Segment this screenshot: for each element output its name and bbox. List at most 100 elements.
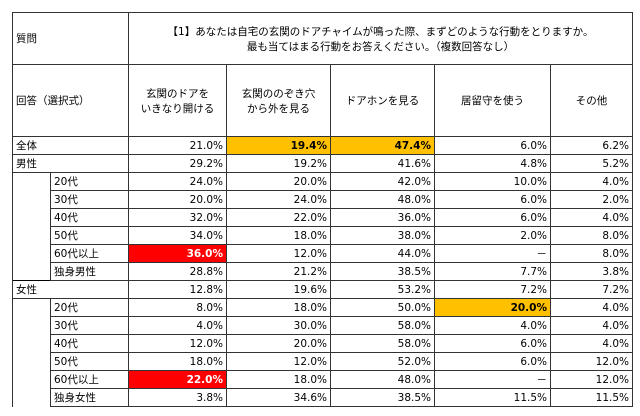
value-cell: 19.2% (226, 154, 331, 173)
value-cell: 20.0% (226, 334, 331, 353)
value-cell: 24.0% (128, 172, 227, 191)
column-header: その他 (550, 64, 633, 137)
value-cell: 8.0% (550, 244, 633, 263)
value-cell: 11.5% (550, 388, 633, 407)
value-cell: 47.4% (330, 136, 435, 155)
row-label: 30代 (50, 190, 129, 209)
row-label: 30代 (50, 316, 129, 335)
indent-cell (12, 190, 51, 209)
column-header: 玄関のドアを いきなり開ける (128, 64, 227, 137)
value-cell: 6.2% (550, 136, 633, 155)
value-cell: 12.0% (226, 352, 331, 371)
value-cell: 4.0% (550, 208, 633, 227)
row-label: 60代以上 (50, 244, 129, 263)
data-row: 60代以上 22.0% 18.0% 48.0% － 12.0% (12, 370, 633, 389)
data-row: 独身女性 3.8% 34.6% 38.5% 11.5% 11.5% (12, 388, 633, 407)
value-cell: 12.0% (226, 244, 331, 263)
value-cell: 7.2% (434, 280, 551, 299)
data-row: 30代 4.0% 30.0% 58.0% 4.0% 4.0% (12, 316, 633, 335)
row-label: 50代 (50, 226, 129, 245)
value-cell: 11.5% (434, 388, 551, 407)
data-row: 40代 12.0% 20.0% 58.0% 6.0% 4.0% (12, 334, 633, 353)
value-cell: 32.0% (128, 208, 227, 227)
value-cell: 18.0% (226, 298, 331, 317)
indent-cell (12, 298, 51, 317)
value-cell: 21.0% (128, 136, 227, 155)
question-text: 【1】あなたは自宅の玄関のドアチャイムが鳴った際、まずどのような行動をとりますか… (128, 12, 633, 65)
value-cell: 4.0% (550, 172, 633, 191)
value-cell: 2.0% (434, 226, 551, 245)
value-cell: 24.0% (226, 190, 331, 209)
value-cell: 3.8% (550, 262, 633, 281)
value-cell: 6.0% (434, 334, 551, 353)
column-header: 玄関ののぞき穴 から外を見る (226, 64, 331, 137)
value-cell: 8.0% (128, 298, 227, 317)
value-cell: 12.0% (128, 334, 227, 353)
data-row: 全体 21.0% 19.4% 47.4% 6.0% 6.2% (12, 136, 633, 155)
value-cell: 48.0% (330, 190, 435, 209)
indent-cell (12, 352, 51, 371)
row-label: 40代 (50, 334, 129, 353)
value-cell: 38.5% (330, 262, 435, 281)
value-cell: 10.0% (434, 172, 551, 191)
value-cell: 21.2% (226, 262, 331, 281)
indent-cell (12, 262, 51, 281)
value-cell: 18.0% (226, 226, 331, 245)
value-cell: 2.0% (550, 190, 633, 209)
value-cell: 4.0% (550, 334, 633, 353)
data-row: 30代 20.0% 24.0% 48.0% 6.0% 2.0% (12, 190, 633, 209)
value-cell: 38.0% (330, 226, 435, 245)
indent-cell (12, 172, 51, 191)
value-cell: 18.0% (128, 352, 227, 371)
survey-table: 質問 【1】あなたは自宅の玄関のドアチャイムが鳴った際、まずどのような行動をとり… (12, 12, 633, 407)
value-cell: 6.0% (434, 190, 551, 209)
data-row: 男性 29.2% 19.2% 41.6% 4.8% 5.2% (12, 154, 633, 173)
value-cell: 58.0% (330, 316, 435, 335)
row-label: 独身女性 (50, 388, 129, 407)
data-row: 独身男性 28.8% 21.2% 38.5% 7.7% 3.8% (12, 262, 633, 281)
value-cell: 30.0% (226, 316, 331, 335)
data-row: 20代 24.0% 20.0% 42.0% 10.0% 4.0% (12, 172, 633, 191)
value-cell: 12.0% (550, 370, 633, 389)
value-cell: 36.0% (128, 244, 227, 263)
value-cell: 34.0% (128, 226, 227, 245)
indent-cell (12, 244, 51, 263)
value-cell: － (434, 244, 551, 263)
value-cell: 29.2% (128, 154, 227, 173)
value-cell: 8.0% (550, 226, 633, 245)
value-cell: 5.2% (550, 154, 633, 173)
value-cell: 36.0% (330, 208, 435, 227)
indent-cell (12, 370, 51, 389)
data-row: 女性 12.8% 19.6% 53.2% 7.2% 7.2% (12, 280, 633, 299)
value-cell: 19.4% (226, 136, 331, 155)
value-cell: 3.8% (128, 388, 227, 407)
column-header: ドアホンを見る (330, 64, 435, 137)
value-cell: 12.8% (128, 280, 227, 299)
value-cell: 4.0% (550, 298, 633, 317)
value-cell: 22.0% (128, 370, 227, 389)
value-cell: 20.0% (226, 172, 331, 191)
value-cell: 53.2% (330, 280, 435, 299)
value-cell: 6.0% (434, 352, 551, 371)
row-label: 20代 (50, 172, 129, 191)
header-row: 回答（選択式） 玄関のドアを いきなり開ける 玄関ののぞき穴 から外を見る ドアホン… (12, 64, 633, 137)
indent-cell (12, 208, 51, 227)
indent-cell (12, 226, 51, 245)
indent-cell (12, 334, 51, 353)
value-cell: 7.2% (550, 280, 633, 299)
value-cell: 48.0% (330, 370, 435, 389)
value-cell: 4.0% (128, 316, 227, 335)
value-cell: 12.0% (550, 352, 633, 371)
value-cell: 42.0% (330, 172, 435, 191)
question-label: 質問 (12, 12, 129, 65)
value-cell: 18.0% (226, 370, 331, 389)
row-label: 40代 (50, 208, 129, 227)
value-cell: 50.0% (330, 298, 435, 317)
row-label: 女性 (12, 280, 129, 299)
value-cell: 6.0% (434, 136, 551, 155)
value-cell: 20.0% (434, 298, 551, 317)
row-label: 全体 (12, 136, 129, 155)
row-label: 男性 (12, 154, 129, 173)
value-cell: 58.0% (330, 334, 435, 353)
value-cell: 20.0% (128, 190, 227, 209)
